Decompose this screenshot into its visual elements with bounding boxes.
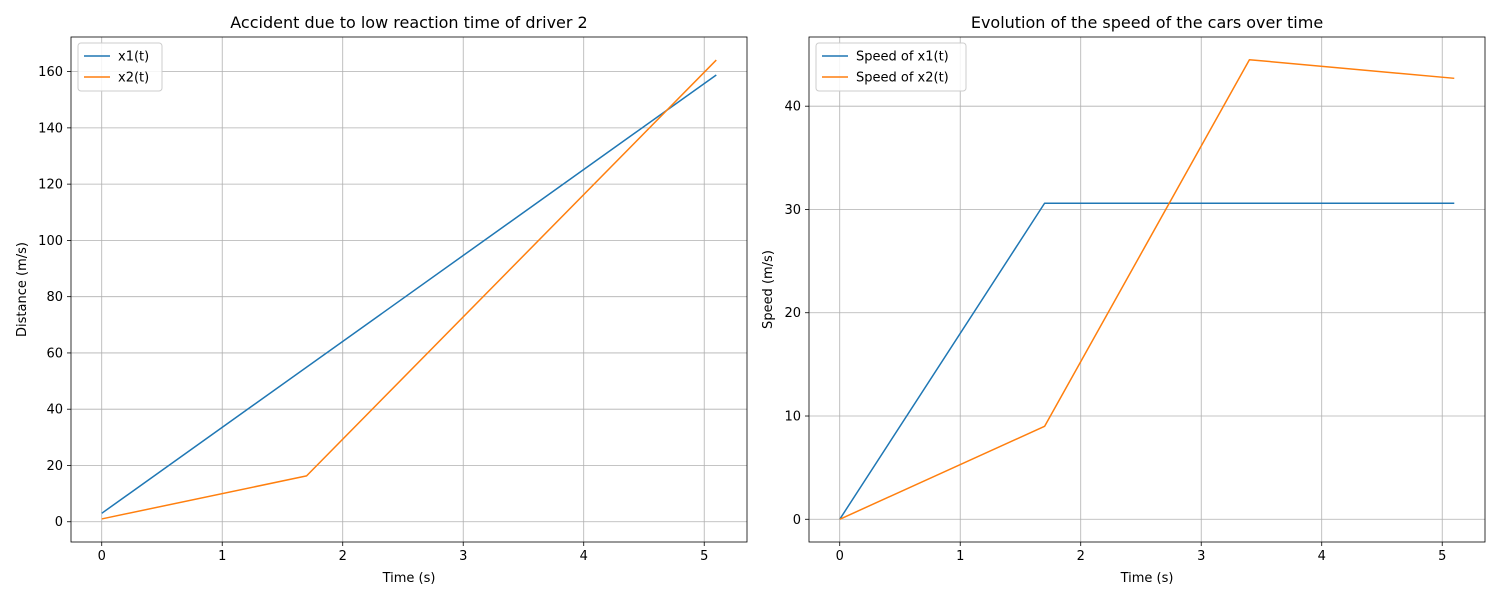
chart-title: Accident due to low reaction time of dri… bbox=[230, 13, 587, 32]
x-tick-label: 0 bbox=[836, 549, 844, 564]
series-line-1 bbox=[839, 202, 1455, 520]
y-axis-label: Speed (m/s) bbox=[761, 250, 776, 329]
x-tick-label: 2 bbox=[1077, 549, 1085, 564]
axes-frame bbox=[70, 36, 748, 543]
x-tick-label: 3 bbox=[459, 549, 467, 564]
x-tick-label: 5 bbox=[1438, 549, 1446, 564]
x-axis-label: Time (s) bbox=[1120, 571, 1174, 586]
y-tick-label: 20 bbox=[784, 306, 801, 321]
y-tick-label: 0 bbox=[55, 515, 63, 530]
x-tick-label: 4 bbox=[580, 549, 588, 564]
y-tick-label: 160 bbox=[38, 65, 63, 80]
y-tick-label: 30 bbox=[784, 203, 801, 218]
y-tick-label: 0 bbox=[793, 513, 801, 528]
series-line-2 bbox=[839, 58, 1455, 520]
legend: x1(t) x2(t) bbox=[77, 42, 163, 92]
y-tick-label: 120 bbox=[38, 178, 63, 193]
legend-label: Speed of x1(t) bbox=[856, 50, 949, 65]
speed-chart: 0 1 2 3 4 5 0 10 20 30 40 Evolution of the speed of… bbox=[761, 13, 1486, 586]
x-tick-label: 5 bbox=[700, 549, 708, 564]
x-tick-label: 0 bbox=[98, 549, 106, 564]
series-line-2 bbox=[101, 59, 717, 520]
legend-label: x1(t) bbox=[118, 50, 149, 65]
y-tick-label: 100 bbox=[38, 234, 63, 249]
y-tick-label: 40 bbox=[784, 100, 801, 115]
x-axis-label: Time (s) bbox=[382, 571, 436, 586]
legend-label: Speed of x2(t) bbox=[856, 71, 949, 86]
legend-box bbox=[815, 42, 967, 92]
y-tick-label: 80 bbox=[46, 290, 63, 305]
y-tick-label: 10 bbox=[784, 410, 801, 425]
x-tick-label: 3 bbox=[1197, 549, 1205, 564]
axes-frame bbox=[808, 36, 1486, 543]
x-tick-label: 1 bbox=[956, 549, 964, 564]
y-tick-label: 40 bbox=[46, 403, 63, 418]
series-line-1 bbox=[101, 74, 717, 514]
legend-box bbox=[77, 42, 163, 92]
y-tick-label: 140 bbox=[38, 121, 63, 136]
chart-title: Evolution of the speed of the cars over … bbox=[971, 13, 1323, 32]
y-axis-label: Distance (m/s) bbox=[15, 242, 30, 337]
x-tick-label: 1 bbox=[218, 549, 226, 564]
x-tick-label: 4 bbox=[1318, 549, 1326, 564]
distance-chart: 0 1 2 3 4 5 0 20 40 60 80 100 120 140 160 Accident due … bbox=[15, 13, 748, 586]
legend: Speed of x1(t) Speed of x2(t) bbox=[815, 42, 967, 92]
y-tick-label: 20 bbox=[46, 459, 63, 474]
x-tick-label: 2 bbox=[339, 549, 347, 564]
legend-label: x2(t) bbox=[118, 71, 149, 86]
y-tick-label: 60 bbox=[46, 346, 63, 361]
